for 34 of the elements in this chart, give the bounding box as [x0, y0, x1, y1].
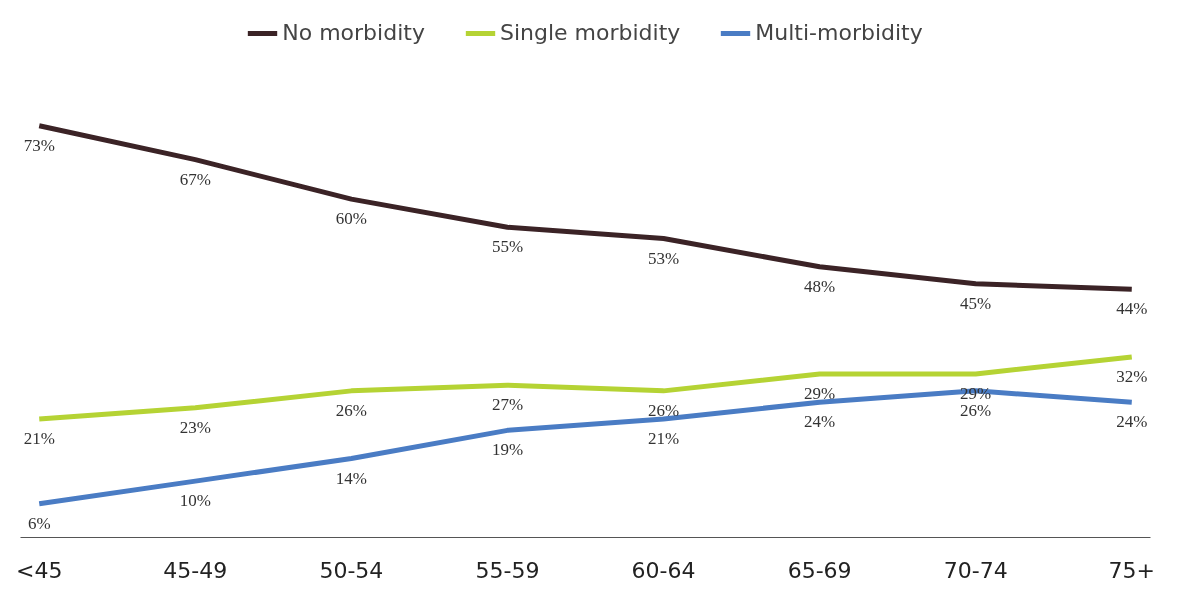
data-label: 26% — [960, 400, 992, 420]
x-tick-label: <45 — [16, 557, 63, 583]
data-label: 23% — [179, 417, 211, 437]
data-label: 26% — [335, 400, 367, 420]
data-label: 48% — [804, 276, 836, 296]
data-label: 45% — [960, 293, 992, 313]
data-label: 60% — [335, 209, 367, 229]
x-tick-label: 75+ — [1108, 557, 1155, 583]
data-label: 27% — [491, 395, 524, 415]
data-label: 14% — [335, 468, 367, 488]
data-label: 32% — [1116, 367, 1148, 387]
x-tick-label: 55-59 — [475, 557, 540, 583]
data-label: 24% — [804, 412, 836, 432]
data-label: 67% — [179, 169, 211, 189]
x-tick-label: 65-69 — [787, 557, 852, 583]
legend-label: Multi-morbidity — [755, 20, 923, 45]
data-label: 26% — [647, 400, 680, 420]
x-tick-label: 60-64 — [631, 557, 696, 583]
data-label: 73% — [23, 135, 55, 155]
data-label: 19% — [491, 440, 524, 460]
data-label: 24% — [1116, 412, 1148, 432]
data-label: 21% — [647, 429, 680, 449]
x-tick-label: 70-74 — [943, 557, 1008, 583]
x-tick-label: 50-54 — [319, 557, 384, 583]
x-tick-label: 45-49 — [163, 557, 228, 583]
data-label: 29% — [804, 383, 836, 403]
data-label: 21% — [23, 429, 55, 449]
legend-label: No morbidity — [282, 20, 425, 45]
data-label: 44% — [1116, 299, 1148, 319]
data-label: 10% — [179, 491, 211, 511]
data-label: 53% — [647, 248, 680, 268]
data-label: 55% — [491, 237, 524, 257]
data-label: 6% — [27, 513, 51, 533]
legend-label: Single morbidity — [499, 20, 681, 45]
